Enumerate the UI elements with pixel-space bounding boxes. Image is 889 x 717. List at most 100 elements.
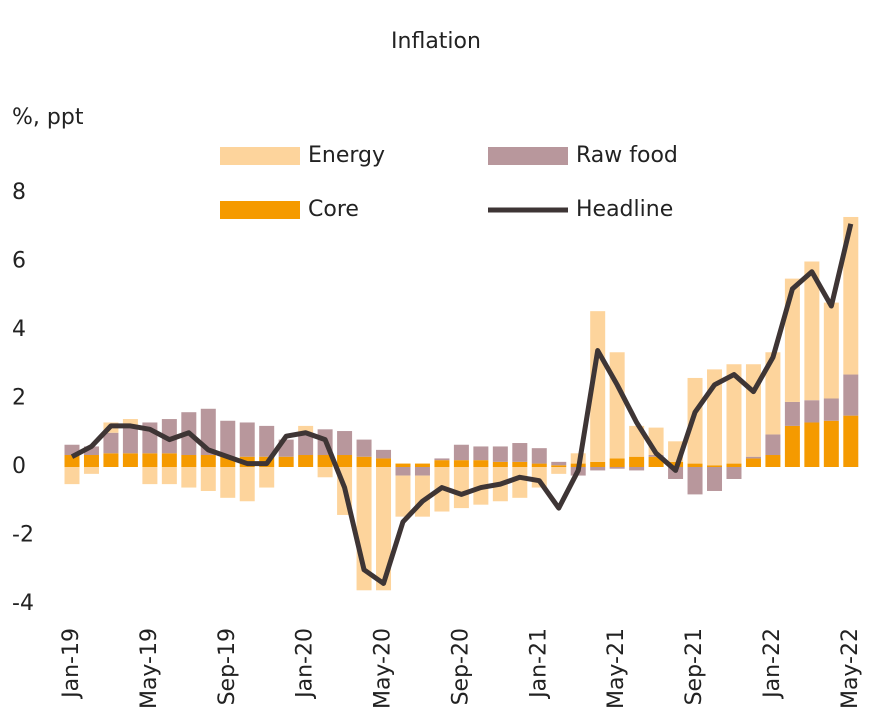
legend-label: Headline bbox=[576, 197, 673, 222]
bar bbox=[122, 425, 138, 454]
legend-label: Energy bbox=[308, 143, 385, 168]
x-tick-label: Jan-21 bbox=[526, 628, 551, 700]
bar bbox=[745, 456, 761, 459]
bar bbox=[181, 467, 197, 488]
bar bbox=[492, 461, 508, 467]
bar bbox=[278, 456, 294, 467]
bar bbox=[220, 420, 236, 457]
bar bbox=[687, 377, 703, 464]
bar bbox=[784, 425, 800, 467]
x-tick-label: May-22 bbox=[838, 628, 863, 709]
x-tick-label: Sep-19 bbox=[215, 628, 240, 705]
chart-title: Inflation bbox=[391, 29, 481, 54]
bar bbox=[64, 467, 80, 485]
bar bbox=[512, 461, 528, 467]
bar bbox=[161, 419, 177, 454]
bar bbox=[707, 467, 723, 491]
bar bbox=[609, 458, 625, 467]
bar bbox=[434, 460, 450, 467]
bar bbox=[414, 467, 430, 476]
bar bbox=[726, 364, 742, 464]
bar bbox=[395, 467, 411, 476]
bar bbox=[726, 463, 742, 467]
bar bbox=[376, 458, 392, 467]
bar bbox=[161, 453, 177, 467]
bar bbox=[220, 456, 236, 467]
bar bbox=[298, 425, 314, 433]
bar bbox=[823, 302, 839, 399]
y-tick-label: 2 bbox=[12, 386, 26, 411]
legend-swatch bbox=[220, 201, 300, 219]
bar bbox=[823, 398, 839, 421]
bar bbox=[512, 467, 528, 498]
bar bbox=[453, 444, 469, 461]
bar bbox=[648, 456, 664, 467]
bar bbox=[687, 463, 703, 467]
bar bbox=[434, 458, 450, 461]
x-tick-label: Jan-20 bbox=[293, 628, 318, 700]
bar bbox=[142, 453, 158, 467]
x-tick-label: May-19 bbox=[137, 628, 162, 709]
bar bbox=[181, 455, 197, 467]
bar bbox=[376, 449, 392, 459]
bar bbox=[531, 448, 547, 464]
bar bbox=[843, 374, 859, 416]
x-tick-label: Sep-21 bbox=[682, 628, 707, 705]
bar bbox=[64, 455, 80, 467]
bar bbox=[590, 467, 606, 471]
bar bbox=[259, 467, 275, 488]
bar bbox=[629, 467, 645, 471]
bar bbox=[707, 465, 723, 467]
bar bbox=[765, 455, 781, 467]
bar bbox=[337, 455, 353, 467]
bar bbox=[804, 261, 820, 401]
bar bbox=[200, 455, 216, 467]
bar bbox=[609, 467, 625, 469]
bar bbox=[492, 446, 508, 462]
bar bbox=[551, 467, 567, 474]
x-tick-label: May-21 bbox=[604, 628, 629, 709]
x-tick-label: Sep-20 bbox=[448, 628, 473, 705]
legend-swatch bbox=[488, 147, 568, 165]
bar bbox=[823, 420, 839, 467]
bar bbox=[83, 467, 99, 474]
bar bbox=[395, 475, 411, 517]
bar bbox=[804, 400, 820, 423]
bar bbox=[804, 422, 820, 467]
bar bbox=[64, 444, 80, 456]
bar bbox=[590, 461, 606, 467]
y-tick-label: -2 bbox=[12, 523, 34, 548]
bar bbox=[122, 453, 138, 467]
bar bbox=[512, 443, 528, 462]
bar bbox=[298, 432, 314, 456]
bar bbox=[220, 467, 236, 498]
bar bbox=[83, 446, 99, 456]
bar bbox=[414, 463, 430, 467]
bar bbox=[103, 453, 119, 467]
bar bbox=[784, 401, 800, 426]
bar bbox=[687, 467, 703, 495]
bar bbox=[590, 311, 606, 462]
bar bbox=[531, 463, 547, 467]
y-tick-label: 8 bbox=[12, 180, 26, 205]
bar bbox=[239, 422, 255, 457]
bar bbox=[83, 455, 99, 467]
bar bbox=[551, 461, 567, 466]
bar bbox=[376, 467, 392, 591]
legend-label: Core bbox=[308, 197, 359, 222]
bar bbox=[843, 415, 859, 467]
bar bbox=[765, 352, 781, 435]
bar bbox=[239, 467, 255, 502]
bar bbox=[356, 456, 372, 467]
y-tick-label: 4 bbox=[12, 317, 26, 342]
x-tick-label: Jan-19 bbox=[59, 628, 84, 700]
x-tick-label: May-20 bbox=[371, 628, 396, 709]
bar bbox=[473, 460, 489, 467]
bar bbox=[103, 432, 119, 454]
bar bbox=[629, 456, 645, 467]
x-tick-label: Jan-22 bbox=[760, 628, 785, 700]
bar bbox=[745, 458, 761, 467]
bar bbox=[161, 467, 177, 485]
bar bbox=[453, 467, 469, 509]
